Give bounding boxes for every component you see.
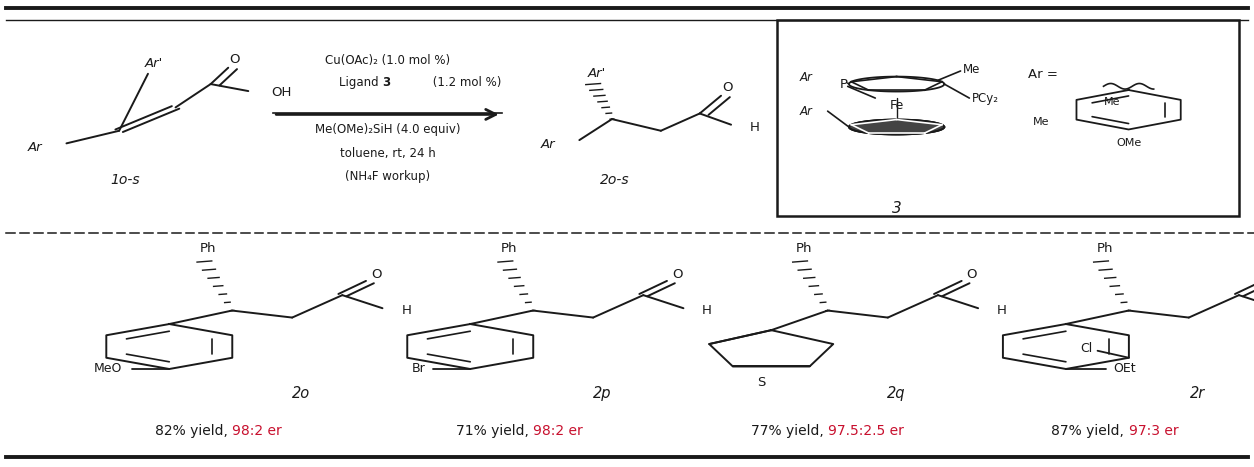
Text: 97.5:2.5 er: 97.5:2.5 er [828, 424, 904, 438]
Text: Ar: Ar [540, 138, 556, 151]
Text: 98:2 er: 98:2 er [232, 424, 282, 438]
Text: OEt: OEt [1114, 362, 1136, 375]
Text: H: H [997, 304, 1007, 317]
Text: O: O [229, 53, 240, 66]
Text: Fe: Fe [889, 99, 904, 112]
Text: Ar: Ar [28, 141, 43, 154]
Text: Me: Me [963, 63, 981, 76]
Text: H: H [702, 304, 712, 317]
Polygon shape [849, 120, 944, 134]
Text: Ligand: Ligand [339, 76, 382, 89]
Text: Ph: Ph [199, 242, 217, 255]
Text: 1o-s: 1o-s [110, 173, 140, 187]
Text: Cl: Cl [1080, 342, 1092, 355]
Text: toluene, rt, 24 h: toluene, rt, 24 h [340, 147, 435, 160]
Text: (1.2 mol %): (1.2 mol %) [429, 76, 502, 89]
Text: Ar: Ar [800, 71, 813, 85]
Text: O: O [371, 268, 381, 281]
Text: Ph: Ph [795, 242, 813, 255]
Text: P: P [840, 78, 848, 91]
Text: 2q: 2q [888, 386, 905, 401]
Text: 98:2 er: 98:2 er [533, 424, 583, 438]
Text: 2r: 2r [1190, 386, 1205, 401]
Text: Ar =: Ar = [1028, 68, 1058, 81]
Text: Ph: Ph [1096, 242, 1114, 255]
Text: OH: OH [271, 86, 291, 99]
Text: Ar': Ar' [145, 57, 163, 70]
Text: Me: Me [1104, 97, 1121, 107]
Text: (NH₄F workup): (NH₄F workup) [345, 170, 430, 183]
Text: H: H [750, 121, 760, 134]
Text: 3: 3 [382, 76, 390, 89]
FancyBboxPatch shape [777, 20, 1239, 216]
Text: MeO: MeO [93, 362, 122, 375]
Text: Me(OMe)₂SiH (4.0 equiv): Me(OMe)₂SiH (4.0 equiv) [315, 123, 460, 136]
Text: 3: 3 [892, 201, 902, 216]
Text: H: H [401, 304, 411, 317]
Text: Ph: Ph [500, 242, 518, 255]
Text: 71% yield,: 71% yield, [455, 424, 533, 438]
Text: O: O [967, 268, 977, 281]
Text: 77% yield,: 77% yield, [750, 424, 828, 438]
Text: O: O [672, 268, 682, 281]
Text: Br: Br [411, 362, 425, 375]
Text: 2o: 2o [292, 386, 310, 401]
Text: Me: Me [1032, 117, 1048, 127]
Text: Ar: Ar [800, 105, 813, 118]
Text: Ar': Ar' [588, 67, 606, 80]
Text: O: O [722, 81, 732, 94]
Text: 2p: 2p [593, 386, 611, 401]
Text: 97:3 er: 97:3 er [1129, 424, 1179, 438]
Text: 87% yield,: 87% yield, [1051, 424, 1129, 438]
Text: S: S [757, 375, 765, 389]
Text: Cu(OAc)₂ (1.0 mol %): Cu(OAc)₂ (1.0 mol %) [325, 54, 450, 67]
Text: PCy₂: PCy₂ [972, 92, 999, 105]
Text: 2o-s: 2o-s [599, 173, 630, 187]
Text: OMe: OMe [1116, 138, 1141, 148]
Text: 82% yield,: 82% yield, [154, 424, 232, 438]
